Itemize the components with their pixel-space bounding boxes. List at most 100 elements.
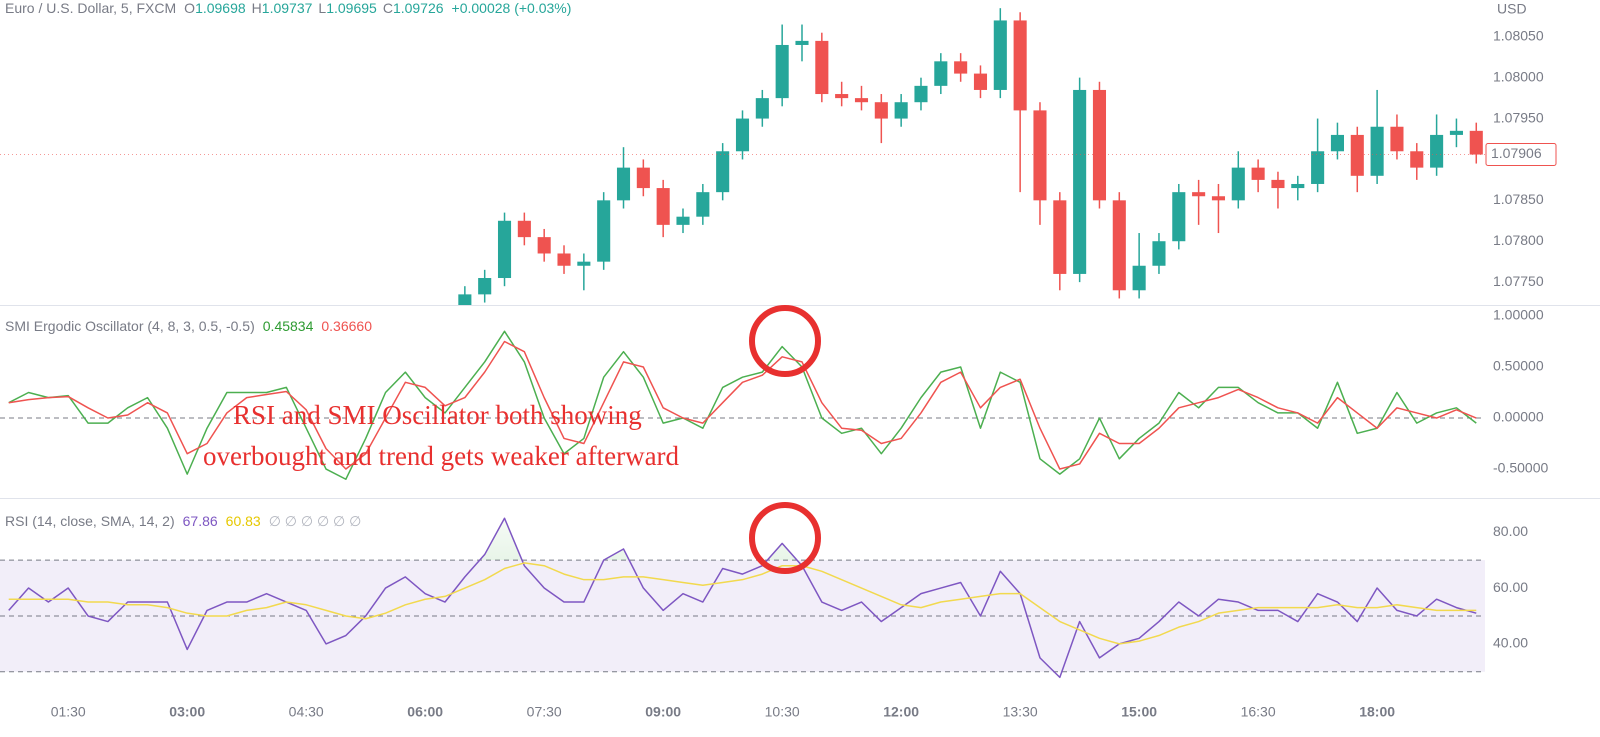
y-tick-label: 1.07750 [1493, 273, 1544, 289]
candle-body [1092, 89, 1107, 201]
candle-body [537, 237, 551, 254]
last-price-box [1485, 143, 1557, 167]
candle-body [1251, 167, 1265, 180]
readout: 60.83 [226, 513, 261, 529]
candle-body [1271, 179, 1285, 189]
candle-body [616, 167, 631, 201]
candle-body [1291, 183, 1305, 189]
y-tick-label: 0.50000 [1493, 358, 1544, 374]
x-tick-label: 07:30 [527, 704, 562, 720]
candle-body [755, 98, 769, 119]
candle-body [973, 73, 988, 90]
candle-body [1410, 151, 1424, 168]
candle-body [1033, 110, 1047, 201]
y-tick-label: 1.07950 [1493, 109, 1544, 125]
x-tick-label: 03:00 [169, 704, 205, 720]
pane-header: RSI (14, close, SMA, 14, 2) 67.86 60.83 ∅ ∅… [5, 513, 361, 529]
candle-body [1172, 192, 1186, 242]
series-line [8, 340, 1477, 470]
x-tick-label: 18:00 [1359, 704, 1395, 720]
x-tick-label: 01:30 [51, 704, 86, 720]
ohlc-label: L [318, 0, 326, 16]
x-tick-label: 16:30 [1241, 704, 1276, 720]
pane-title: RSI (14, close, SMA, 14, 2) [5, 513, 175, 529]
candle-body [478, 278, 492, 295]
candle-body [1211, 196, 1226, 201]
pane [0, 330, 1485, 480]
pane [0, 517, 1485, 679]
pane [0, 8, 1485, 305]
candle-body [1350, 134, 1364, 176]
ohlc-label: H [252, 0, 262, 16]
ohlc-value: 1.09698 [195, 0, 246, 16]
candle-body [1430, 134, 1444, 168]
candle-body [1330, 134, 1344, 152]
candle-body [993, 20, 1007, 90]
pane-title: Euro / U.S. Dollar, 5, FXCM [5, 0, 176, 16]
price-change: +0.00028 (+0.03%) [452, 0, 572, 16]
candle-body [597, 200, 611, 262]
plot-layer: 1.08050 1.08000 1.07950 1.07850 1.07800 1.077… [0, 0, 1557, 720]
candle-body [954, 61, 968, 74]
y-tick-label: 1.08050 [1493, 27, 1544, 43]
candle-body [1469, 130, 1483, 155]
readout: 67.86 [183, 513, 218, 529]
candle-body [795, 40, 809, 45]
y-tick-label: -0.50000 [1493, 460, 1548, 476]
candle-body [1073, 89, 1087, 274]
candle-body [1152, 241, 1166, 266]
candle-body [914, 85, 928, 103]
candle-body [656, 188, 670, 225]
candle-body [1370, 126, 1384, 176]
candle-body [1112, 200, 1126, 291]
x-tick-label: 13:30 [1003, 704, 1038, 720]
x-tick-label: 12:00 [883, 704, 919, 720]
y-tick-label: 0.00000 [1493, 409, 1544, 425]
series-line [8, 562, 1477, 645]
pane-title: SMI Ergodic Oscillator (4, 8, 3, 0.5, -0… [5, 318, 255, 334]
annotation-line: overbought and trend gets weaker afterwa… [203, 441, 680, 471]
y-tick-label: 60.00 [1493, 579, 1528, 595]
overbought-fill [479, 518, 798, 561]
ohlc-value: 1.09726 [393, 0, 444, 16]
candle-body [636, 167, 650, 189]
candle-body [676, 216, 690, 225]
candle-body [854, 98, 869, 103]
readout: ∅ ∅ ∅ ∅ ∅ ∅ [269, 513, 362, 529]
readout: 0.36660 [321, 318, 372, 334]
y-tick-label: 40.00 [1493, 635, 1528, 651]
ohlc-label: O [184, 0, 195, 16]
x-tick-label: 06:00 [407, 704, 443, 720]
ohlc-value: 1.09695 [326, 0, 377, 16]
candle-body [1311, 151, 1325, 184]
candle-body [1231, 167, 1245, 201]
candle-body [1132, 265, 1146, 291]
y-tick-label: 1.08000 [1493, 68, 1544, 84]
x-tick-label: 04:30 [289, 704, 324, 720]
y-tick-label: 1.07850 [1493, 191, 1544, 207]
candle-body [835, 94, 849, 99]
candle-body [716, 151, 730, 193]
annotation-line: RSI and SMI Oscillator both showing [233, 400, 642, 430]
candle-body [1013, 20, 1027, 111]
highlight-circle [749, 305, 821, 377]
series-line [8, 330, 1477, 480]
candle-body [577, 261, 591, 266]
last-price-label: 1.07906 [1491, 145, 1542, 161]
ohlc-label: C [383, 0, 393, 16]
candle-body [1449, 130, 1463, 135]
readout: 0.45834 [263, 318, 314, 334]
candle-body [874, 102, 888, 119]
x-tick-label: 15:00 [1121, 704, 1157, 720]
x-tick-label: 10:30 [765, 704, 800, 720]
pane-header: Euro / U.S. Dollar, 5, FXCM O1.09698 H 1.09… [5, 0, 571, 16]
candle-body [557, 253, 571, 266]
y-tick-label: 1.00000 [1493, 307, 1544, 323]
candle-body [735, 118, 750, 152]
candle-body [517, 220, 531, 238]
candle-body [696, 192, 710, 217]
x-tick-label: 09:00 [645, 704, 681, 720]
y-tick-label: 80.00 [1493, 523, 1528, 539]
candle-body [775, 44, 789, 99]
